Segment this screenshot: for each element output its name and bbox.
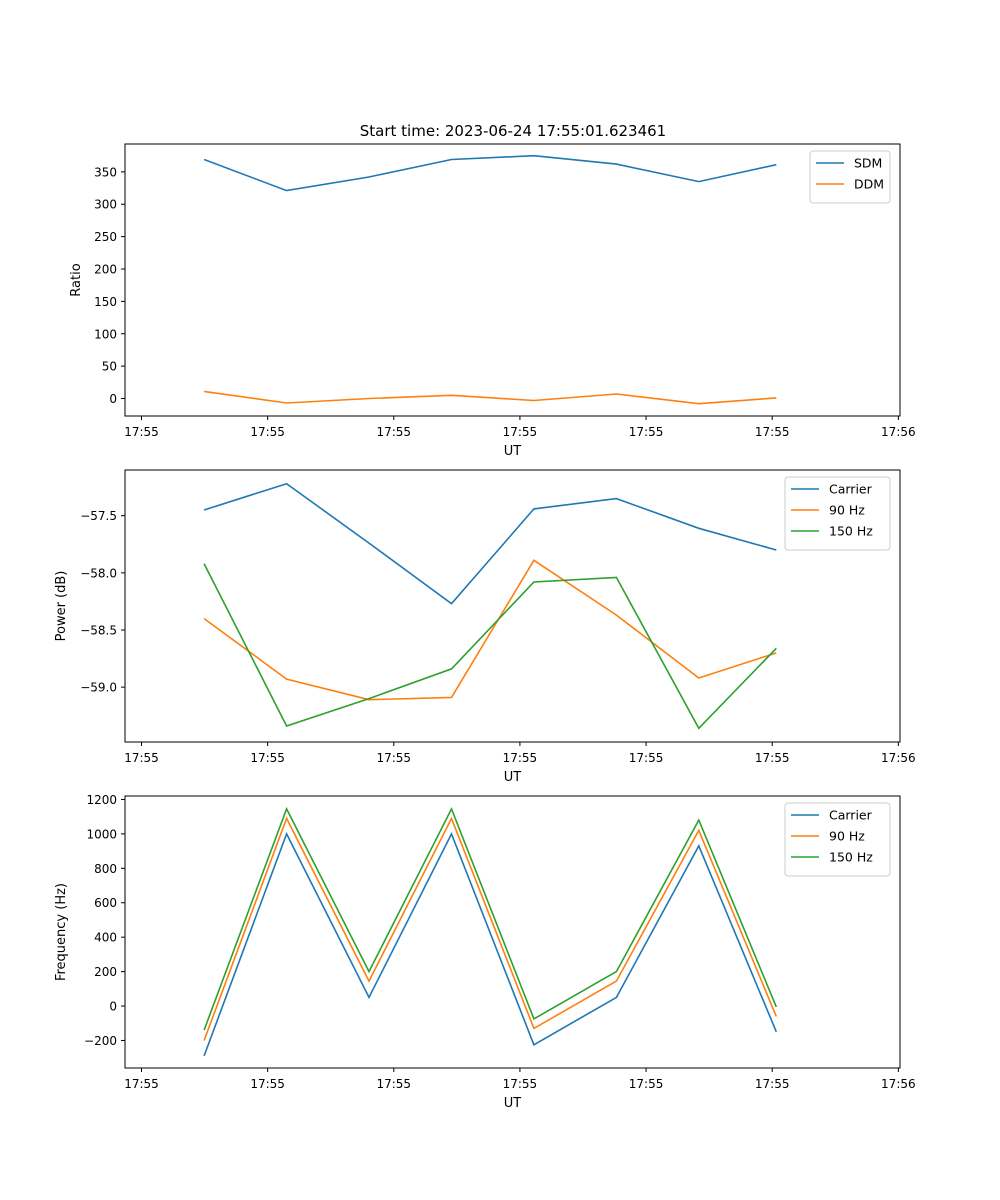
- axes-frame: [124, 795, 901, 1069]
- x-axis-label: UT: [504, 444, 522, 459]
- series-line-90-hz: [203, 559, 777, 701]
- x-tick-label: 17:55: [503, 425, 538, 439]
- y-tick-label: 0: [109, 392, 117, 406]
- y-tick-label: 200: [94, 965, 117, 979]
- y-tick-label: 0: [109, 1000, 117, 1014]
- x-tick-label: 17:55: [629, 1077, 664, 1091]
- series-group: [203, 154, 777, 405]
- axes-frame: [124, 143, 901, 417]
- y-tick-label: 50: [102, 360, 117, 374]
- x-axis: 17:55 17:55 17:55 17:55 17:55 17:55 17:56 UT: [124, 416, 916, 459]
- y-tick-label: 200: [94, 262, 117, 276]
- x-tick-label: 17:56: [881, 1077, 916, 1091]
- y-tick-label: 800: [94, 862, 117, 876]
- y-tick-label: 300: [94, 198, 117, 212]
- series-line-ddm: [203, 390, 777, 405]
- y-tick-label: 600: [94, 896, 117, 910]
- y-tick-label: 400: [94, 931, 117, 945]
- axes-frame: [124, 469, 901, 743]
- y-axis: 0 50 100 150 200 250 300 350 Ratio: [69, 165, 125, 406]
- y-axis-label: Power (dB): [54, 571, 69, 642]
- x-tick-label: 17:56: [881, 751, 916, 765]
- legend-label: 90 Hz: [829, 829, 865, 844]
- panels: 17:55 17:55 17:55 17:55 17:55 17:55 17:56 UT 0 50…: [54, 143, 916, 1111]
- y-tick-label: −57.5: [80, 509, 117, 523]
- chart-panel-2: 17:55 17:55 17:55 17:55 17:55 17:55 17:56 UT −57…: [54, 469, 916, 785]
- x-tick-label: 17:55: [250, 1077, 285, 1091]
- y-tick-label: −58.5: [80, 624, 117, 638]
- y-tick-label: 150: [94, 295, 117, 309]
- y-tick-label: 250: [94, 230, 117, 244]
- legend-label: 90 Hz: [829, 503, 865, 518]
- x-tick-label: 17:55: [250, 751, 285, 765]
- legend-label: 150 Hz: [829, 524, 873, 539]
- x-tick-label: 17:55: [503, 751, 538, 765]
- x-tick-label: 17:56: [881, 425, 916, 439]
- legend-label: DDM: [854, 177, 884, 192]
- x-axis: 17:55 17:55 17:55 17:55 17:55 17:55 17:56 UT: [124, 1068, 916, 1111]
- x-tick-label: 17:55: [250, 425, 285, 439]
- x-tick-label: 17:55: [124, 1077, 159, 1091]
- x-tick-label: 17:55: [755, 1077, 790, 1091]
- x-tick-label: 17:55: [124, 425, 159, 439]
- series-line-150-hz: [203, 563, 777, 730]
- y-tick-label: 1200: [86, 793, 117, 807]
- y-axis: −57.5 −58.0 −58.5 −59.0 Power (dB): [54, 509, 125, 695]
- series-line-150-hz: [203, 806, 778, 1031]
- y-axis: −200 0 200 400 600 800 1000 1200 Frequency (Hz): [54, 793, 125, 1048]
- x-tick-label: 17:55: [629, 425, 664, 439]
- legend: Carrier 90 Hz 150 Hz: [784, 802, 891, 877]
- y-tick-label: 1000: [86, 827, 117, 841]
- figure-title: Start time: 2023-06-24 17:55:01.623461: [360, 122, 666, 140]
- legend-label: Carrier: [829, 808, 873, 823]
- series-group: [203, 806, 778, 1057]
- x-tick-label: 17:55: [755, 751, 790, 765]
- legend-label: Carrier: [829, 482, 873, 497]
- x-tick-label: 17:55: [376, 425, 411, 439]
- y-axis-label: Frequency (Hz): [54, 883, 69, 981]
- y-tick-label: 100: [94, 327, 117, 341]
- x-tick-label: 17:55: [755, 425, 790, 439]
- x-axis: 17:55 17:55 17:55 17:55 17:55 17:55 17:56 UT: [124, 742, 916, 785]
- y-tick-label: −59.0: [80, 681, 117, 695]
- x-axis-label: UT: [504, 770, 522, 785]
- x-tick-label: 17:55: [376, 751, 411, 765]
- series-group: [203, 482, 777, 730]
- x-axis-label: UT: [504, 1096, 522, 1111]
- chart-panel-1: 17:55 17:55 17:55 17:55 17:55 17:55 17:56 UT 0 50…: [69, 143, 916, 459]
- legend-label: 150 Hz: [829, 850, 873, 865]
- y-tick-label: 350: [94, 165, 117, 179]
- legend-box: [809, 150, 891, 204]
- x-tick-label: 17:55: [376, 1077, 411, 1091]
- series-line-carrier: [203, 482, 777, 605]
- series-line-90-hz: [203, 816, 778, 1041]
- x-tick-label: 17:55: [629, 751, 664, 765]
- x-tick-label: 17:55: [124, 751, 159, 765]
- y-tick-label: −200: [84, 1034, 117, 1048]
- legend: Carrier 90 Hz 150 Hz: [784, 476, 891, 551]
- legend: SDM DDM: [809, 150, 891, 204]
- chart-panel-3: 17:55 17:55 17:55 17:55 17:55 17:55 17:56 UT −20…: [54, 793, 916, 1111]
- series-line-sdm: [203, 154, 777, 192]
- x-tick-label: 17:55: [503, 1077, 538, 1091]
- y-tick-label: −58.0: [80, 566, 117, 580]
- y-axis-label: Ratio: [69, 263, 84, 296]
- legend-label: SDM: [854, 156, 882, 171]
- series-line-carrier: [203, 831, 778, 1057]
